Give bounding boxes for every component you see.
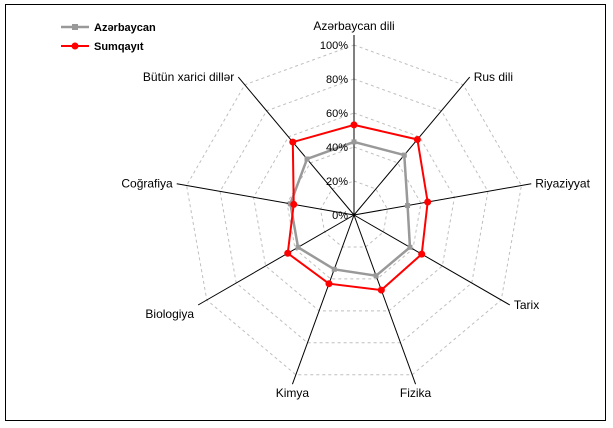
data-point-azerbaycan-fizika <box>373 273 379 279</box>
grid-ring-80 <box>219 78 489 344</box>
tick-label-100: 100% <box>320 40 348 52</box>
axis-spoke-tarix <box>353 214 511 306</box>
data-point-sumqayit-kimya <box>325 280 333 288</box>
category-label-riyaziyyat: Riyaziyyat <box>535 177 590 191</box>
data-point-azerbaycan-biologiya <box>295 244 301 250</box>
category-label-biologiya: Biologiya <box>145 307 194 321</box>
legend-item-azerbaycan: Azərbaycan <box>61 22 156 34</box>
grid-ring-100 <box>186 44 522 376</box>
data-point-azerbaycan-azerbaycan-dili <box>351 139 357 145</box>
data-point-azerbaycan-butun-xarici-diller <box>304 156 310 162</box>
category-label-kimya: Kimya <box>276 386 310 400</box>
legend: Azərbaycan Sumqayıt <box>61 22 156 53</box>
axis-spoke-biologiya <box>197 214 355 306</box>
legend-marker-sumqayit <box>71 42 79 50</box>
tick-label-20: 20% <box>326 176 348 188</box>
grid-ring-20 <box>319 180 389 248</box>
data-point-azerbaycan-riyaziyyat <box>405 203 411 209</box>
data-point-sumqayit-biologiya <box>284 249 292 257</box>
series-layer <box>284 121 432 294</box>
grid-ring-60 <box>253 112 455 312</box>
legend-label-azerbaycan: Azərbaycan <box>94 22 156 34</box>
category-label-tarix: Tarix <box>514 298 539 312</box>
data-point-sumqayit-butun-xarici-diller <box>289 138 297 146</box>
axis-layer <box>176 35 532 385</box>
data-point-sumqayit-fizika <box>377 286 385 294</box>
series-line-sumqayit <box>286 123 429 292</box>
category-label-butun-xarici-diller: Bütün xarici dillər <box>143 70 234 84</box>
tick-label-0: 0% <box>332 210 348 222</box>
category-label-cografiya: Coğrafiya <box>121 177 173 191</box>
category-label-fizika: Fizika <box>400 386 432 400</box>
data-point-azerbaycan-rus-dili <box>401 152 407 158</box>
tick-label-60: 60% <box>326 108 348 120</box>
series-line-azerbaycan <box>289 140 412 278</box>
radar-chart: 0% 20% 40% 60% 80% 100% Azərbaycan dili Rus di… <box>61 19 591 400</box>
data-point-sumqayit-azerbaycan-dili <box>350 121 358 129</box>
data-point-sumqayit-tarix <box>418 250 426 258</box>
category-label-rus-dili: Rus dili <box>474 70 513 84</box>
label-layer: Azərbaycan dili Rus dili Riyaziyyat Tarix Fi… <box>121 19 590 400</box>
axis-spoke-rus-dili <box>353 76 471 216</box>
axis-spoke-kimya <box>291 214 355 385</box>
data-point-sumqayit-cografiya <box>290 200 298 208</box>
data-point-azerbaycan-tarix <box>407 244 413 250</box>
data-point-sumqayit-riyaziyyat <box>424 198 432 206</box>
legend-item-sumqayit: Sumqayıt <box>61 41 144 53</box>
axis-spoke-fizika <box>353 214 417 385</box>
axis-spoke-cografiya <box>176 183 355 216</box>
axis-spoke-riyaziyyat <box>353 183 532 216</box>
tick-label-80: 80% <box>326 74 348 86</box>
legend-label-sumqayit: Sumqayıt <box>94 41 144 53</box>
tick-label-40: 40% <box>326 142 348 154</box>
chart-frame: 0% 20% 40% 60% 80% 100% Azərbaycan dili Rus di… <box>5 4 606 421</box>
legend-marker-azerbaycan <box>72 24 78 30</box>
data-point-azerbaycan-kimya <box>331 266 337 272</box>
tick-layer: 0% 20% 40% 60% 80% 100% <box>320 40 348 222</box>
category-label-azerbaycan-dili: Azərbaycan dili <box>313 19 394 33</box>
axis-spoke-butun-xarici-diller <box>237 76 355 216</box>
data-point-sumqayit-rus-dili <box>413 135 421 143</box>
